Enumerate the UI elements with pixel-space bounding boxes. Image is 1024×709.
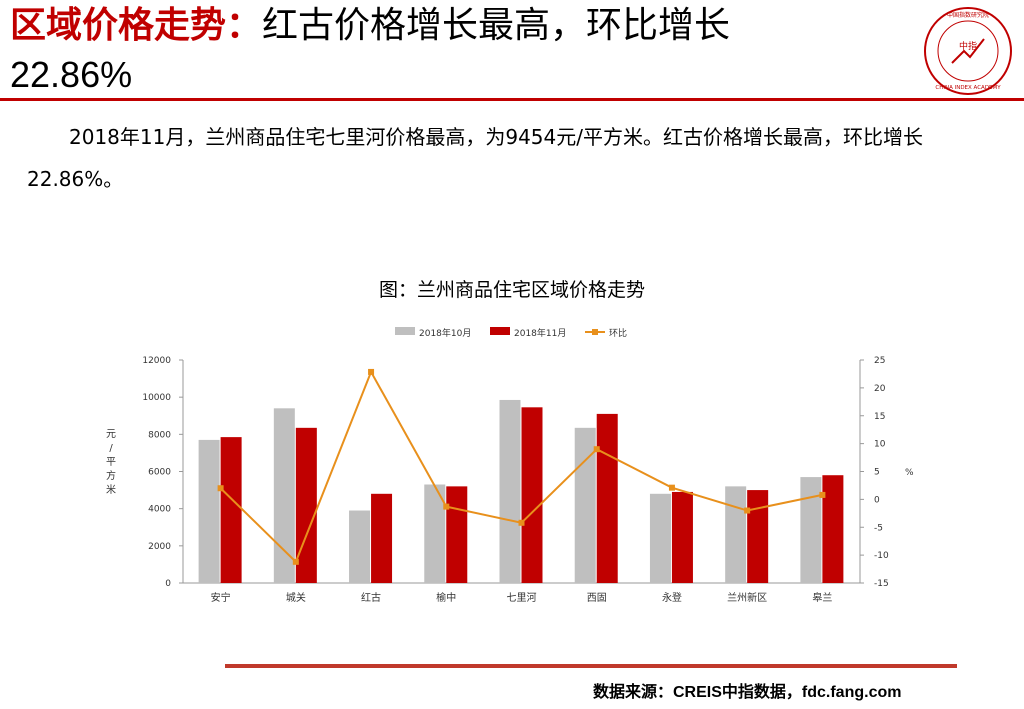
legend-label: 环比	[609, 327, 627, 339]
x-tick-label: 皋兰	[812, 591, 832, 604]
line-point	[744, 507, 751, 514]
y-right-tick-label: -10	[874, 551, 889, 561]
bar	[349, 510, 371, 583]
y-right-tick-label: 25	[874, 356, 885, 366]
title-headline: 红古价格增长最高，环比增长	[262, 5, 731, 46]
bar	[521, 407, 543, 583]
y-left-axis-label: 元	[106, 429, 116, 440]
y-right-tick-label: -5	[874, 523, 883, 533]
line-point	[819, 491, 826, 498]
line-point	[443, 503, 450, 510]
data-source: 数据来源：CREIS中指数据，fdc.fang.com	[593, 684, 902, 701]
bar	[725, 486, 747, 583]
bar	[822, 475, 844, 583]
legend-swatch	[395, 327, 415, 335]
bar	[649, 493, 671, 583]
logo-caption: CHINA INDEX ACADEMY	[935, 85, 1001, 91]
y-right-tick-label: -15	[874, 579, 889, 589]
line-point	[593, 446, 600, 453]
legend-marker	[592, 329, 598, 335]
logo-seal-text: 中国指数研究院	[947, 11, 989, 19]
bar	[198, 439, 220, 583]
y-left-tick-label: 0	[165, 579, 171, 589]
line-point	[518, 519, 525, 526]
x-tick-label: 安宁	[211, 591, 231, 604]
y-left-tick-label: 4000	[148, 505, 171, 515]
legend-swatch	[490, 327, 510, 335]
y-right-tick-label: 5	[874, 468, 880, 478]
x-tick-label: 城关	[286, 591, 306, 604]
line-point	[292, 558, 299, 565]
bar	[371, 493, 393, 583]
y-left-tick-label: 10000	[142, 393, 171, 403]
title-line2: 22.86%	[10, 54, 133, 95]
summary-paragraph: 2018年11月，兰州商品住宅七里河价格最高，为9454元/平方米。红古价格增长…	[27, 125, 923, 191]
bar	[499, 399, 521, 583]
title-divider	[0, 98, 1024, 101]
y-left-axis-label: 平	[106, 457, 116, 468]
page-title: 区域价格走势：红古价格增长最高，环比增长	[10, 2, 910, 56]
bar	[446, 486, 468, 583]
bar	[671, 491, 693, 583]
line-point	[217, 485, 224, 492]
x-tick-label: 永登	[662, 591, 682, 604]
footer-divider	[225, 664, 957, 668]
y-right-tick-label: 20	[874, 384, 886, 394]
bar	[574, 427, 596, 583]
x-tick-label: 西固	[587, 592, 607, 604]
title-topic: 区域价格走势：	[10, 5, 263, 46]
y-left-axis-label: 米	[106, 483, 116, 496]
y-left-tick-label: 8000	[148, 430, 171, 440]
y-right-tick-label: 15	[874, 412, 885, 422]
y-right-tick-label: 10	[874, 440, 886, 450]
x-tick-label: 红古	[361, 591, 381, 604]
y-right-tick-label: 0	[874, 495, 880, 505]
bar	[747, 490, 769, 583]
china-index-academy-logo: 中指 CHINA INDEX ACADEMY 中国指数研究院	[924, 7, 1012, 95]
y-left-tick-label: 12000	[142, 356, 171, 366]
logo-center-text: 中指	[959, 40, 977, 52]
legend-label: 2018年11月	[514, 327, 566, 339]
x-tick-label: 七里河	[507, 592, 537, 604]
bar	[273, 408, 295, 583]
y-left-tick-label: 2000	[148, 542, 171, 552]
line-point	[368, 368, 375, 375]
y-left-axis-label: 方	[106, 469, 116, 482]
y-left-axis-label: /	[109, 443, 113, 454]
bar	[800, 477, 822, 583]
bar	[295, 427, 317, 583]
chart-title: 图：兰州商品住宅区域价格走势	[378, 279, 645, 301]
legend-label: 2018年10月	[419, 327, 471, 339]
y-right-axis-label: %	[905, 468, 914, 478]
bar	[220, 437, 242, 583]
x-tick-label: 榆中	[436, 591, 456, 604]
price-trend-chart: 2018年10月 2018年11月 环比 0 2000 4000 6000 8000 10000…	[106, 327, 914, 604]
y-left-tick-label: 6000	[148, 468, 171, 478]
bar	[596, 413, 618, 583]
bar	[424, 484, 446, 583]
x-tick-label: 兰州新区	[727, 591, 767, 604]
line-point	[668, 484, 675, 491]
